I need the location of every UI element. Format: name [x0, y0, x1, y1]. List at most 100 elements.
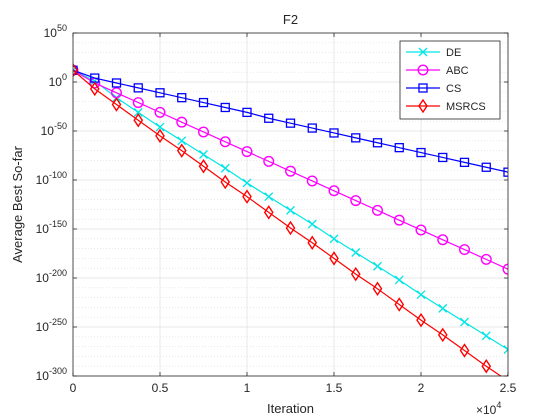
legend-item-cs: CS — [406, 83, 461, 95]
y-tick-label: 1050 — [44, 23, 67, 40]
x-marker — [351, 248, 361, 257]
x-marker-stroke — [373, 261, 382, 271]
square-marker — [285, 118, 296, 128]
square-marker — [481, 162, 491, 172]
diamond-marker — [372, 281, 383, 297]
x-marker-stroke — [394, 275, 404, 285]
series-line — [73, 69, 502, 376]
x-marker — [220, 163, 230, 173]
circle-marker — [459, 244, 471, 256]
circle-marker — [328, 185, 340, 197]
square-marker — [133, 83, 143, 93]
x-marker — [394, 275, 404, 285]
diamond-marker — [418, 98, 428, 114]
x-marker-stroke — [155, 122, 165, 132]
square-marker — [111, 78, 122, 88]
diamond-marker — [111, 97, 122, 112]
legend-item-msrcs: MSRCS — [406, 98, 486, 114]
x-marker-stroke — [416, 290, 426, 300]
x-tick-label: 1.5 — [326, 381, 343, 395]
x-marker-stroke — [177, 136, 187, 146]
square-marker — [418, 83, 428, 93]
series-line — [73, 69, 508, 270]
diamond-marker — [220, 174, 231, 190]
x-axis-label: Iteration — [267, 401, 314, 416]
circle-marker — [480, 253, 492, 265]
legend-label: MSRCS — [446, 101, 486, 113]
diamond-marker — [459, 343, 470, 358]
circle-marker — [306, 175, 318, 187]
legend-label: CS — [446, 83, 461, 95]
x-tick-label: 0.5 — [152, 381, 169, 395]
x-marker — [438, 303, 448, 313]
axes-box — [72, 32, 509, 377]
x-marker-stroke — [286, 205, 295, 215]
x-marker — [199, 150, 208, 159]
x-marker — [373, 261, 382, 271]
x-marker-stroke — [329, 234, 339, 244]
x-tick-label: 0 — [70, 381, 77, 395]
diamond-marker — [350, 266, 361, 282]
x-marker — [286, 205, 295, 215]
diamond-marker — [89, 81, 100, 97]
circle-marker — [263, 155, 275, 167]
x-marker-stroke — [242, 178, 252, 188]
circle-marker — [176, 116, 188, 128]
series-de — [73, 65, 508, 354]
square-marker — [329, 128, 339, 138]
legend-label: DE — [446, 47, 461, 59]
y-tick-label: 10-100 — [36, 170, 67, 187]
square-marker — [394, 143, 404, 153]
x-marker — [177, 136, 187, 146]
series-layer — [73, 62, 508, 376]
diamond-marker — [198, 159, 209, 174]
circle-marker — [350, 195, 362, 207]
x-tick-label: 2.5 — [500, 381, 517, 395]
square-marker — [264, 113, 274, 123]
diamond-marker — [242, 189, 252, 204]
circle-marker — [219, 136, 231, 148]
x-marker — [329, 234, 339, 244]
square-marker — [438, 152, 448, 163]
square-marker — [351, 133, 361, 143]
circle-marker — [437, 234, 449, 246]
circle-marker — [502, 263, 508, 275]
diamond-marker — [329, 251, 339, 266]
x-marker-stroke — [199, 150, 208, 159]
x-marker — [242, 178, 252, 188]
x-tick-label: 2 — [418, 381, 425, 395]
diamond-marker — [394, 297, 405, 312]
x-marker — [503, 345, 508, 354]
diamond-marker — [416, 312, 426, 328]
x-marker — [133, 107, 143, 117]
x-marker-stroke — [307, 219, 317, 229]
x-marker — [481, 331, 491, 341]
circle-marker — [197, 126, 209, 138]
x-marker — [460, 317, 469, 327]
circle-marker — [241, 146, 253, 158]
diamond-marker — [437, 327, 448, 343]
legend: DE ABC CS MSRCS — [399, 40, 501, 120]
circle-marker — [393, 214, 405, 226]
diamond-marker — [307, 235, 318, 250]
legend-item-abc: ABC — [406, 64, 469, 77]
circle-marker — [372, 204, 384, 216]
x-marker-stroke — [220, 163, 230, 173]
diamond-marker — [73, 62, 78, 78]
x-marker — [264, 192, 274, 202]
chart-title: F2 — [283, 12, 298, 27]
square-marker — [177, 93, 187, 103]
circle-marker — [417, 64, 429, 76]
diamond-marker — [176, 143, 187, 158]
x-axis-multiplier: ×104 — [476, 400, 501, 417]
y-tick-label: 10-50 — [41, 121, 67, 138]
x-marker-stroke — [133, 107, 143, 117]
x-marker-stroke — [351, 248, 361, 257]
x-marker-stroke — [481, 331, 491, 341]
y-tick-label: 10-250 — [36, 317, 67, 334]
square-marker — [198, 97, 209, 108]
diamond-marker — [155, 128, 165, 144]
square-marker — [503, 167, 508, 177]
circle-marker — [132, 97, 144, 109]
square-marker — [220, 102, 230, 113]
